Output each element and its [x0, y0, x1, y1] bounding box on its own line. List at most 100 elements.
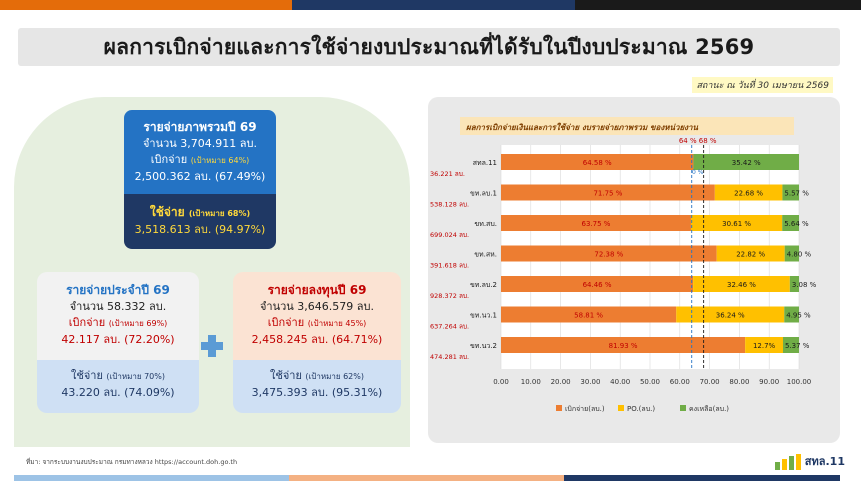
bar-segment	[745, 337, 783, 353]
category-label: ขท.สบ.	[474, 220, 497, 228]
target-note: 0 %	[692, 169, 704, 176]
bar-segment	[690, 215, 783, 231]
stacked-bar-chart: 0.00 10.00 20.00 30.00 40.00 50.00 60.00 70.00 8…	[430, 137, 817, 413]
investment-spend-value: 3,475.393 ลบ. (95.31%)	[251, 386, 383, 399]
legend-entry: PO.(ลบ.)	[627, 405, 655, 413]
regular-spend-target: (เป้าหมาย 70%)	[106, 372, 165, 381]
x-tick-label: 40.00	[610, 378, 630, 386]
logo-text: สทล.11	[804, 455, 845, 468]
bar-segment	[501, 154, 694, 170]
budget-label: 637.264 ลบ.	[430, 323, 469, 331]
data-label: 64.58 %	[583, 159, 612, 167]
x-tick-label: 80.00	[729, 378, 749, 386]
regular-disburse-line: เบิกจ่าย (เป้าหมาย 69%)	[37, 315, 199, 332]
chart-title: ผลการเบิกจ่ายเงินและการใช้จ่าย งบรายจ่าย…	[460, 117, 794, 135]
x-tick-label: 60.00	[670, 378, 690, 386]
x-tick-label: 50.00	[640, 378, 660, 386]
legend-swatch	[618, 405, 624, 411]
regular-card: รายจ่ายประจำปี 69 จำนวน 58.332 ลบ. เบิกจ…	[37, 272, 199, 360]
data-label: 3.08 %	[792, 281, 817, 289]
category-label: ขท.ลบ.2	[470, 281, 497, 289]
investment-spend-card: ใช้จ่าย (เป้าหมาย 62%) 3,475.393 ลบ. (95…	[233, 360, 401, 413]
page-title-box: ผลการเบิกจ่ายและการใช้จ่ายงบประมาณที่ได้…	[18, 28, 840, 66]
data-label: 64.46 %	[583, 281, 612, 289]
investment-amount: จำนวน 3,646.579 ลบ.	[259, 300, 375, 313]
data-label: 4.95 %	[786, 312, 811, 320]
x-tick-label: 10.00	[521, 378, 541, 386]
regular-amount: จำนวน 58.332 ลบ.	[69, 300, 167, 313]
status-date: สถานะ ณ วันที่ 30 เมษายน 2569	[692, 77, 833, 93]
top-bar-orange	[0, 0, 292, 10]
x-tick-label: 0.00	[493, 378, 509, 386]
regular-title: รายจ่ายประจำปี 69	[66, 283, 170, 297]
logo: สทล.11	[774, 452, 845, 470]
total-amount: จำนวน 3,704.911 ลบ.	[142, 137, 258, 150]
budget-label: 391.618 ลบ.	[430, 262, 469, 270]
bar-segment	[501, 276, 694, 292]
legend-entry: เบิกจ่าย(ลบ.)	[565, 405, 605, 413]
legend-swatch	[556, 405, 562, 411]
data-label: 71.75 %	[593, 190, 622, 198]
category-label: ขท.นว.2	[470, 342, 497, 350]
page-title: ผลการเบิกจ่ายและการใช้จ่ายงบประมาณที่ได้…	[103, 34, 755, 59]
regular-spend-line: ใช้จ่าย (เป้าหมาย 70%)	[37, 368, 199, 385]
data-label: 81.93 %	[609, 342, 638, 350]
total-card: รายจ่ายภาพรวมปี 69 จำนวน 3,704.911 ลบ. เ…	[124, 110, 276, 194]
investment-disburse-value: 2,458.245 ลบ. (64.71%)	[251, 333, 383, 346]
category-label: ขท.นว.1	[470, 312, 497, 320]
budget-label: 474.281 ลบ.	[430, 353, 469, 361]
x-tick-label: 30.00	[580, 378, 600, 386]
investment-spend-label: ใช้จ่าย	[269, 369, 302, 382]
investment-disburse-target: (เป้าหมาย 45%)	[307, 319, 367, 328]
budget-label: 699.024 ลบ.	[430, 231, 469, 239]
data-label: 30.61 %	[722, 220, 751, 228]
bottom-bar-blue	[14, 475, 289, 481]
data-label: 5.57 %	[784, 190, 809, 198]
bar-segment	[789, 276, 799, 292]
regular-disburse-value: 42.117 ลบ. (72.20%)	[61, 333, 175, 346]
category-label: สทล.11	[473, 159, 497, 167]
bottom-color-bar	[14, 475, 840, 481]
bottom-bar-navy	[564, 475, 840, 481]
bar-segment	[784, 306, 799, 323]
investment-card: รายจ่ายลงทุนปี 69 จำนวน 3,646.579 ลบ. เบ…	[233, 272, 401, 360]
total-spend-line: ใช้จ่าย (เป้าหมาย 68%)	[124, 204, 276, 222]
bar-segment	[782, 337, 799, 353]
logo-bars-icon	[774, 454, 801, 470]
category-label: ขท.ลบ.1	[470, 190, 497, 198]
total-spend-target: (เป้าหมาย 68%)	[188, 209, 251, 218]
data-label: 58.81 %	[574, 312, 603, 320]
bar-segment	[501, 306, 677, 323]
bar-segment	[501, 184, 715, 201]
investment-title: รายจ่ายลงทุนปี 69	[267, 283, 367, 297]
legend-entry: คงเหลือ(ลบ.)	[689, 405, 729, 413]
regular-spend-value: 43.220 ลบ. (74.09%)	[61, 386, 175, 399]
data-label: 72.38 %	[594, 251, 623, 259]
bar-segment	[782, 215, 799, 231]
bar-segment	[716, 245, 785, 262]
budget-label: 928.372 ลบ.	[430, 292, 469, 300]
bar-segment	[693, 276, 790, 292]
investment-spend-target: (เป้าหมาย 62%)	[305, 372, 364, 381]
budget-label: 36.221 ลบ.	[430, 170, 465, 178]
data-label: 32.46 %	[727, 281, 756, 289]
source-note: ที่มา: จากระบบงานงบประมาณ กรมทางหลวง htt…	[26, 458, 238, 466]
regular-spend-label: ใช้จ่าย	[70, 369, 103, 382]
data-label: 5.64 %	[784, 220, 809, 228]
bar-segment	[501, 337, 746, 353]
total-disburse-value: 2,500.362 ลบ. (67.49%)	[134, 170, 266, 183]
total-disburse-line: เบิกจ่าย (เป้าหมาย 64%)	[124, 152, 276, 169]
total-spend-card: ใช้จ่าย (เป้าหมาย 68%) 3,518.613 ลบ. (94…	[124, 194, 276, 249]
bar-segment	[693, 154, 799, 170]
bar-segment	[714, 184, 783, 201]
bar-segment	[501, 245, 717, 262]
data-label: 36.24 %	[716, 312, 745, 320]
target-label: 68 %	[699, 137, 717, 145]
total-disburse-label: เบิกจ่าย	[150, 153, 188, 166]
investment-disburse-label: เบิกจ่าย	[267, 316, 305, 329]
total-spend-value: 3,518.613 ลบ. (94.97%)	[134, 223, 266, 236]
total-disburse-target: (เป้าหมาย 64%)	[190, 156, 250, 165]
target-label: 64 %	[679, 137, 697, 145]
x-tick-label: 100.00	[787, 378, 812, 386]
category-label: ขท.สห.	[474, 251, 497, 259]
